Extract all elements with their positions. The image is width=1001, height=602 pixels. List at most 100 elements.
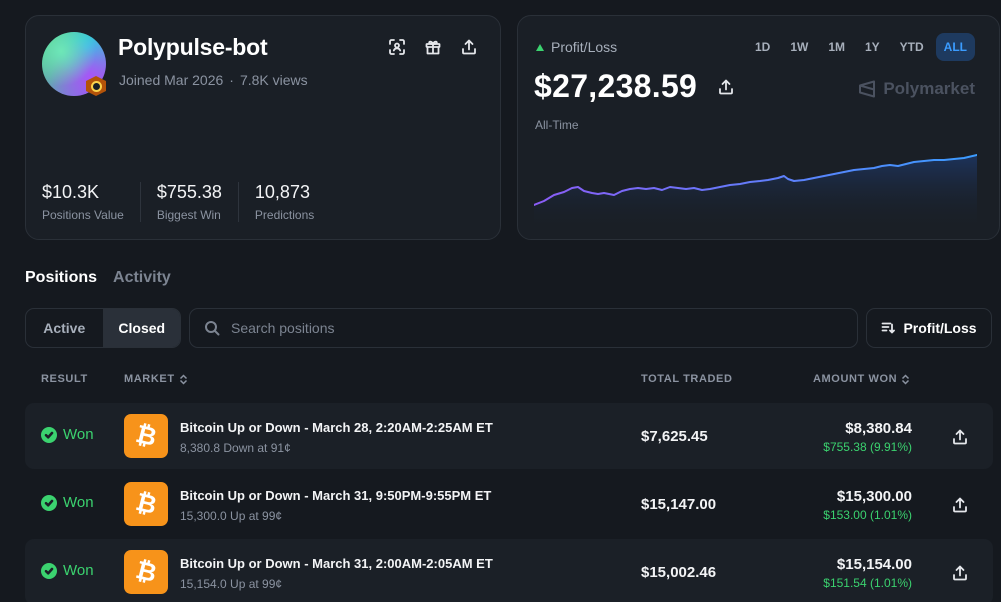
amount-won: $8,380.84 <box>845 420 912 437</box>
amount-won: $15,154.00 <box>836 556 912 573</box>
meta-separator: · <box>229 72 234 88</box>
gift-button[interactable] <box>424 38 442 56</box>
market-title[interactable]: Bitcoin Up or Down - March 31, 9:50PM-9:… <box>180 488 492 503</box>
stat-value: $755.38 <box>156 182 222 202</box>
result-won: Won <box>41 494 94 511</box>
rank-badge-icon <box>86 76 106 96</box>
joined-date: Joined Mar 2026 <box>119 72 224 88</box>
table-row[interactable]: Won ₿ Bitcoin Up or Down - March 31, 2:0… <box>25 539 993 602</box>
market-title[interactable]: Bitcoin Up or Down - March 31, 2:00AM-2:… <box>180 556 493 571</box>
pnl-value: $27,238.59 <box>534 68 698 104</box>
gift-icon <box>425 40 441 55</box>
stat-positions-value: $10.3K Positions Value <box>42 182 141 222</box>
sort-toggle-icon <box>179 373 187 385</box>
profit-amount: $151.54 (1.01%) <box>823 576 912 590</box>
header-amount-won[interactable]: AMOUNT WON <box>813 373 910 385</box>
range-tab-1m[interactable]: 1M <box>828 40 845 54</box>
profit-amount: $755.38 (9.91%) <box>823 440 912 454</box>
result-label: Won <box>63 494 94 511</box>
range-tab-all[interactable]: ALL <box>935 33 975 61</box>
total-traded: $15,002.46 <box>641 564 717 581</box>
header-result-label: RESULT <box>41 373 88 385</box>
pnl-period: All-Time <box>535 118 579 132</box>
bitcoin-icon: ₿ <box>124 482 168 526</box>
bitcoin-glyph: ₿ <box>132 554 160 589</box>
share-icon <box>953 429 967 445</box>
stat-label: Positions Value <box>42 208 124 222</box>
stat-predictions: 10,873 Predictions <box>255 182 330 222</box>
market-title[interactable]: Bitcoin Up or Down - March 28, 2:20AM-2:… <box>180 420 493 435</box>
bitcoin-glyph: ₿ <box>132 418 160 453</box>
profile-card: Polypulse-bot Joined Mar 2026 · 7.8K views… <box>25 15 501 240</box>
bitcoin-icon: ₿ <box>124 414 168 458</box>
header-market[interactable]: MARKET <box>124 373 188 385</box>
polymarket-logo-icon <box>859 80 876 98</box>
sort-toggle-icon <box>902 373 910 385</box>
header-total-traded: TOTAL TRADED <box>641 373 733 385</box>
trend-up-icon <box>536 43 544 51</box>
bitcoin-glyph: ₿ <box>132 486 160 521</box>
avatar <box>42 32 106 96</box>
share-position-button[interactable] <box>951 496 969 514</box>
amount-won: $15,300.00 <box>836 488 912 505</box>
table-row[interactable]: Won ₿ Bitcoin Up or Down - March 31, 9:5… <box>25 471 993 537</box>
pnl-sparkline <box>534 154 977 231</box>
header-amount-won-label: AMOUNT WON <box>813 373 898 385</box>
result-label: Won <box>63 562 94 579</box>
range-tab-1w[interactable]: 1W <box>790 40 809 54</box>
range-tab-1y[interactable]: 1Y <box>864 40 880 54</box>
header-market-label: MARKET <box>124 373 175 385</box>
stat-biggest-win: $755.38 Biggest Win <box>157 182 239 222</box>
range-tab-1d[interactable]: 1D <box>754 40 771 54</box>
stat-value: $10.3K <box>42 182 100 202</box>
tab-activity[interactable]: Activity <box>113 269 171 286</box>
pnl-label: Profit/Loss <box>536 39 617 55</box>
profile-stats: $10.3K Positions Value $755.38 Biggest W… <box>42 182 346 222</box>
share-pnl-button[interactable] <box>717 78 735 96</box>
scan-icon <box>389 39 405 55</box>
search-bar <box>189 308 858 348</box>
sort-label: Profit/Loss <box>903 320 977 336</box>
filter-active-button[interactable]: Active <box>43 320 86 336</box>
profile-actions <box>388 38 478 56</box>
result-won: Won <box>41 426 94 443</box>
position-status-toggle: Active Closed <box>25 308 181 348</box>
pnl-line <box>534 154 977 206</box>
search-icon <box>205 321 220 336</box>
filter-closed-button[interactable]: Closed <box>102 309 180 347</box>
range-tab-ytd[interactable]: YTD <box>899 40 924 54</box>
brand-name: Polymarket <box>883 79 975 98</box>
share-icon <box>953 497 967 513</box>
market-position: 15,300.0 Up at 99¢ <box>180 509 283 523</box>
market-position: 15,154.0 Up at 99¢ <box>180 577 283 591</box>
bitcoin-icon: ₿ <box>124 550 168 594</box>
tab-positions[interactable]: Positions <box>25 269 98 286</box>
sort-icon <box>882 322 896 334</box>
profit-loss-card: Profit/Loss 1D 1W 1M 1Y YTD ALL $27,238.… <box>517 15 1000 240</box>
pnl-area <box>534 155 977 231</box>
stat-label: Biggest Win <box>156 208 221 222</box>
share-profile-button[interactable] <box>460 38 478 56</box>
share-icon <box>953 565 967 581</box>
time-range-tabs: 1D 1W 1M 1Y YTD ALL <box>747 33 975 61</box>
check-circle-icon <box>41 426 57 443</box>
main-tabs: Positions Activity <box>25 269 171 287</box>
search-input[interactable] <box>231 320 857 336</box>
market-position: 8,380.8 Down at 91¢ <box>180 441 291 455</box>
table-row[interactable]: Won ₿ Bitcoin Up or Down - March 28, 2:2… <box>25 403 993 469</box>
view-count: 7.8K views <box>239 72 308 88</box>
share-position-button[interactable] <box>951 564 969 582</box>
scan-profile-button[interactable] <box>388 38 406 56</box>
pnl-label-text: Profit/Loss <box>551 39 618 55</box>
total-traded: $7,625.45 <box>641 428 708 445</box>
username: Polypulse-bot <box>118 34 268 60</box>
share-position-button[interactable] <box>951 428 969 446</box>
profit-amount: $153.00 (1.01%) <box>823 508 912 522</box>
check-circle-icon <box>41 562 57 579</box>
header-result: RESULT <box>41 373 88 385</box>
result-label: Won <box>63 426 94 443</box>
share-icon <box>462 39 476 55</box>
stat-label: Predictions <box>254 208 315 222</box>
sort-button[interactable]: Profit/Loss <box>866 308 992 348</box>
